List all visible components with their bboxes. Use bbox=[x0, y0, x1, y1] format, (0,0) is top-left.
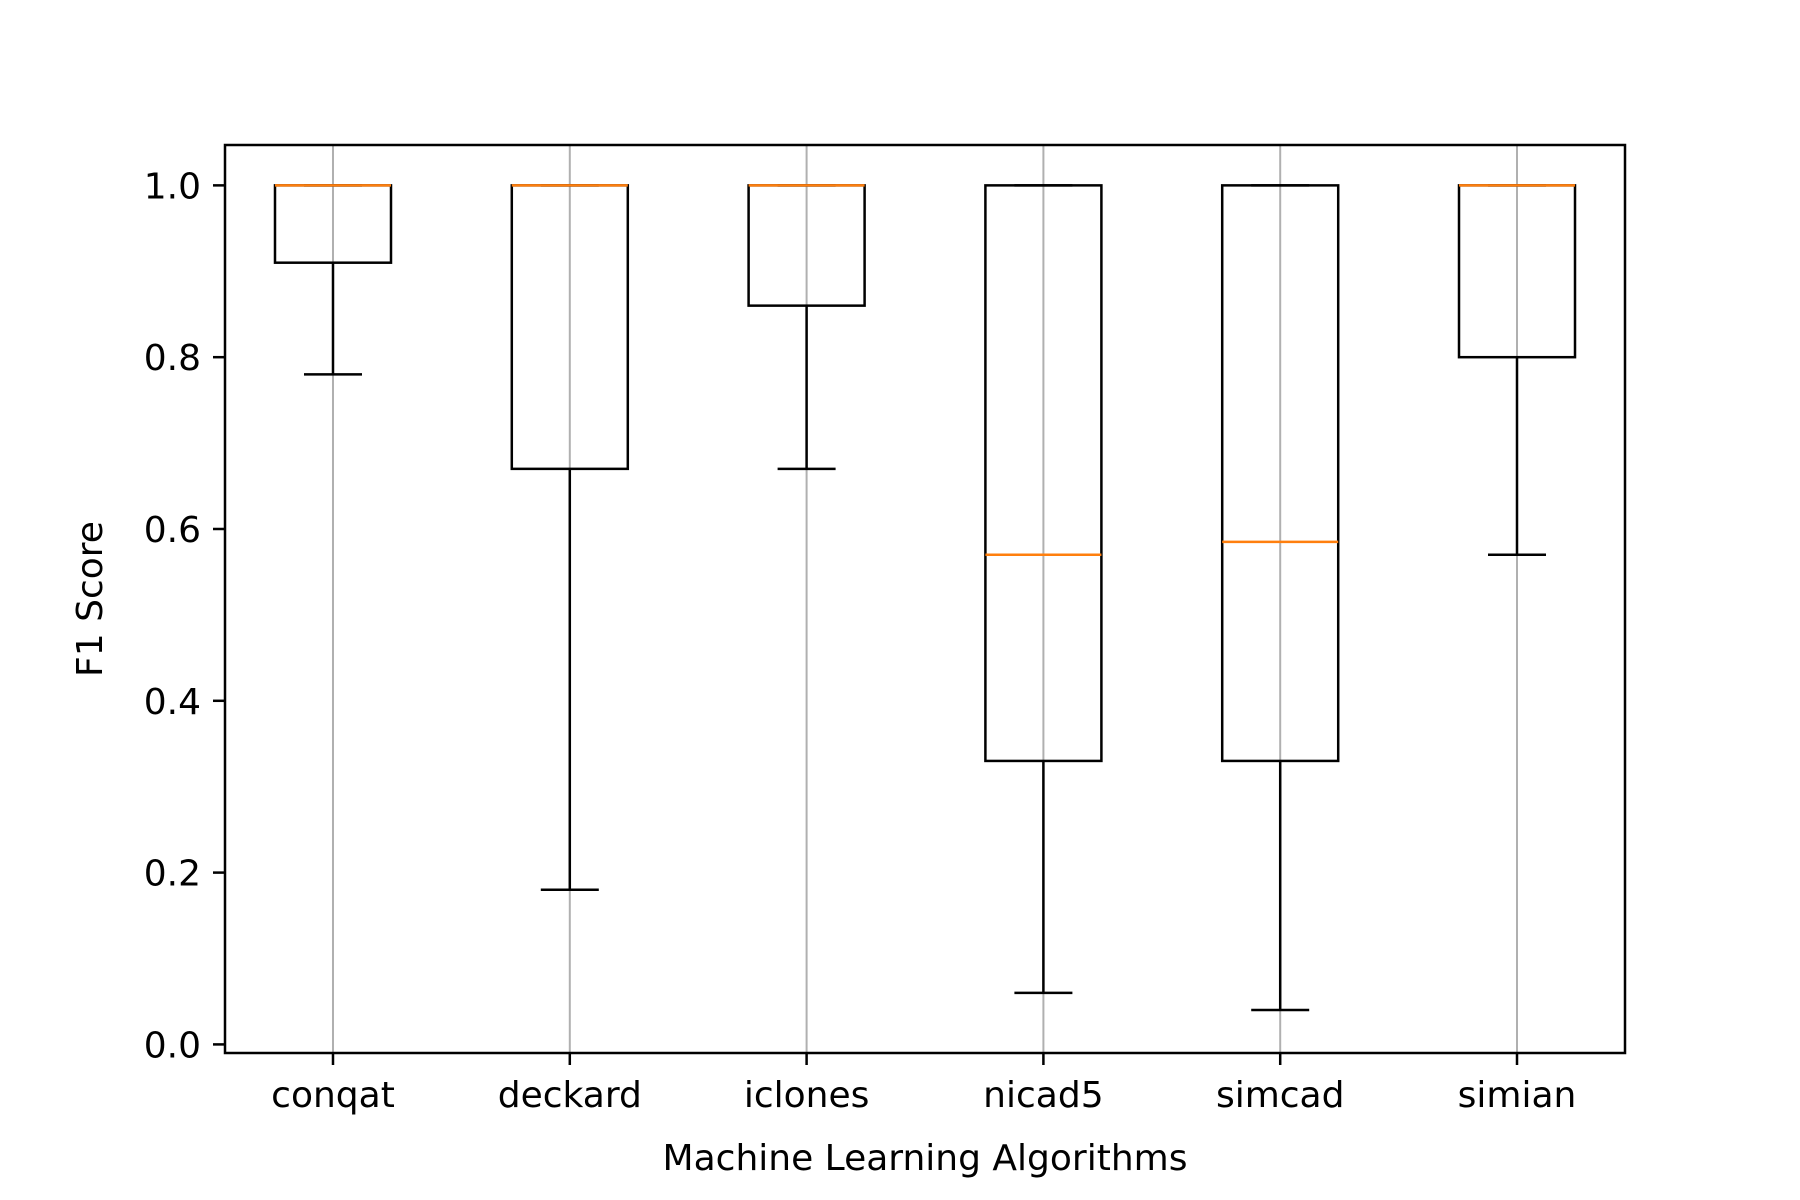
iqr-box-nicad5 bbox=[984, 184, 1103, 763]
y-tick-label-2: 0.4 bbox=[144, 682, 201, 723]
y-axis-label: F1 Score bbox=[70, 521, 111, 677]
x-tick-label-conqat: conqat bbox=[271, 1075, 395, 1116]
box-simian bbox=[1457, 184, 1577, 557]
x-tick-label-nicad5: nicad5 bbox=[983, 1075, 1103, 1116]
box-conqat bbox=[273, 184, 393, 376]
y-tick-label-0: 0.0 bbox=[144, 1025, 201, 1066]
x-tick-label-iclones: iclones bbox=[744, 1075, 870, 1116]
x-axis-ticks: conqat deckard iclones nicad5 simcad simian bbox=[271, 1053, 1576, 1116]
y-axis-ticks: 0.0 0.2 0.4 0.6 0.8 1.0 bbox=[144, 166, 225, 1066]
boxes bbox=[273, 184, 1577, 1012]
box-simcad bbox=[1220, 184, 1340, 1012]
x-axis-label: Machine Learning Algorithms bbox=[663, 1138, 1188, 1179]
y-tick-label-1: 0.2 bbox=[144, 854, 201, 895]
y-tick-label-4: 0.8 bbox=[144, 338, 201, 379]
box-iclones bbox=[747, 184, 866, 471]
x-tick-label-simcad: simcad bbox=[1216, 1075, 1345, 1116]
iqr-box-simcad bbox=[1220, 184, 1340, 763]
x-tick-label-simian: simian bbox=[1458, 1075, 1577, 1116]
box-deckard bbox=[510, 184, 630, 892]
plot-area-frame bbox=[223, 143, 1627, 1055]
grid-lines bbox=[331, 145, 1519, 1053]
y-tick-label-5: 1.0 bbox=[144, 166, 201, 207]
y-tick-label-3: 0.6 bbox=[144, 510, 201, 551]
x-tick-label-deckard: deckard bbox=[498, 1075, 642, 1116]
box-nicad5 bbox=[984, 184, 1103, 995]
